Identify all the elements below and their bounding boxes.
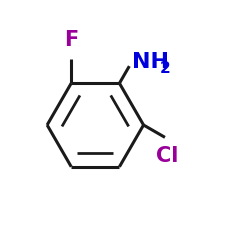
Text: NH: NH (132, 52, 169, 72)
Text: F: F (64, 30, 78, 50)
Text: Cl: Cl (156, 146, 178, 166)
Text: 2: 2 (160, 60, 170, 76)
